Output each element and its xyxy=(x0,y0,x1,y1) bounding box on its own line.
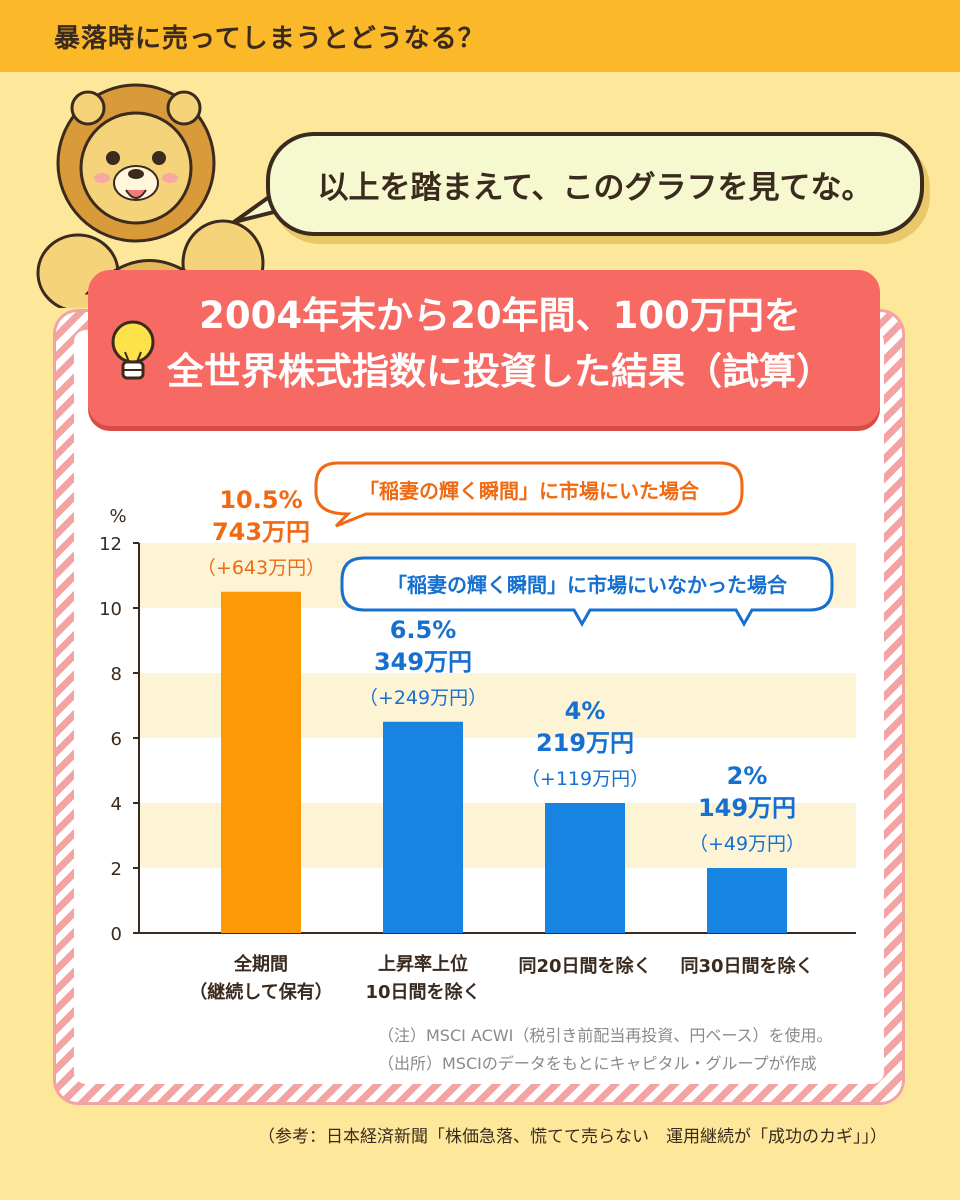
bar-label-percent: 10.5% xyxy=(219,486,302,514)
y-tick-label: 2 xyxy=(111,859,122,880)
chart-source: （出所）MSCIのデータをもとにキャピタル・グループが作成 xyxy=(378,1054,817,1073)
chart-header-line-1: 2004年末から20年間、100万円を xyxy=(199,294,801,337)
y-tick-label: 10 xyxy=(99,599,122,620)
x-tick-label: 上昇率上位 xyxy=(378,953,468,975)
y-tick-label: 0 xyxy=(111,924,122,945)
bar xyxy=(383,721,463,933)
annotation-out-market-bubble xyxy=(340,556,834,628)
speech-bubble: 以上を踏まえて、このグラフを見てな。 xyxy=(266,132,924,236)
top-banner: 暴落時に売ってしまうとどうなる？ xyxy=(0,0,960,72)
reference-note: （参考：日本経済新聞「株価急落、慌てて売らない 運用継続が「成功のカギ」」） xyxy=(258,1127,887,1147)
bar-label-amount: 219万円 xyxy=(536,729,634,757)
chart-note: （注）MSCI ACWI（税引き前配当再投資、円ベース）を使用。 xyxy=(378,1026,833,1045)
bar xyxy=(545,803,625,933)
bar-label-gain: （+49万円） xyxy=(689,833,805,855)
y-tick-label: 8 xyxy=(111,664,122,685)
x-tick-label: 10日間を除く xyxy=(365,981,480,1003)
y-tick-label: 6 xyxy=(111,729,122,750)
chart-header xyxy=(88,270,880,426)
y-tick-label: 12 xyxy=(99,534,122,555)
annotation-out-market: 「稲妻の輝く瞬間」に市場にいなかった場合 xyxy=(387,573,788,597)
bar-label-percent: 4% xyxy=(565,697,606,725)
lightbulb-icon xyxy=(111,320,155,380)
x-tick-label: 同20日間を除く xyxy=(518,955,651,977)
speech-text: 以上を踏まえて、このグラフを見てな。 xyxy=(317,169,873,206)
bar xyxy=(707,868,787,933)
x-tick-label: （継続して保有） xyxy=(189,981,332,1003)
y-axis-label: % xyxy=(109,506,126,527)
chart-header-line-2: 全世界株式指数に投資した結果（試算） xyxy=(167,350,833,393)
page-title: 暴落時に売ってしまうとどうなる？ xyxy=(54,24,485,54)
annotation-in-market: 「稲妻の輝く瞬間」に市場にいた場合 xyxy=(359,479,700,503)
bar-label-percent: 2% xyxy=(727,762,768,790)
annotation-in-market-bubble xyxy=(314,461,744,528)
chart-header-text: 2004年末から20年間、100万円を 全世界株式指数に投資した結果（試算） xyxy=(150,288,850,400)
bar xyxy=(221,591,301,933)
bar-label-gain: （+249万円） xyxy=(359,687,487,709)
x-tick-label: 同30日間を除く xyxy=(680,955,813,977)
bar-label-amount: 149万円 xyxy=(698,794,796,822)
y-tick-label: 4 xyxy=(111,794,122,815)
bar-label-amount: 349万円 xyxy=(374,648,472,676)
x-tick-label: 全期間 xyxy=(233,953,288,975)
bar-label-gain: （+643万円） xyxy=(197,557,325,579)
bar-label-percent: 6.5% xyxy=(390,616,457,644)
bar-label-gain: （+119万円） xyxy=(521,768,649,790)
bar-label-amount: 743万円 xyxy=(212,518,310,546)
